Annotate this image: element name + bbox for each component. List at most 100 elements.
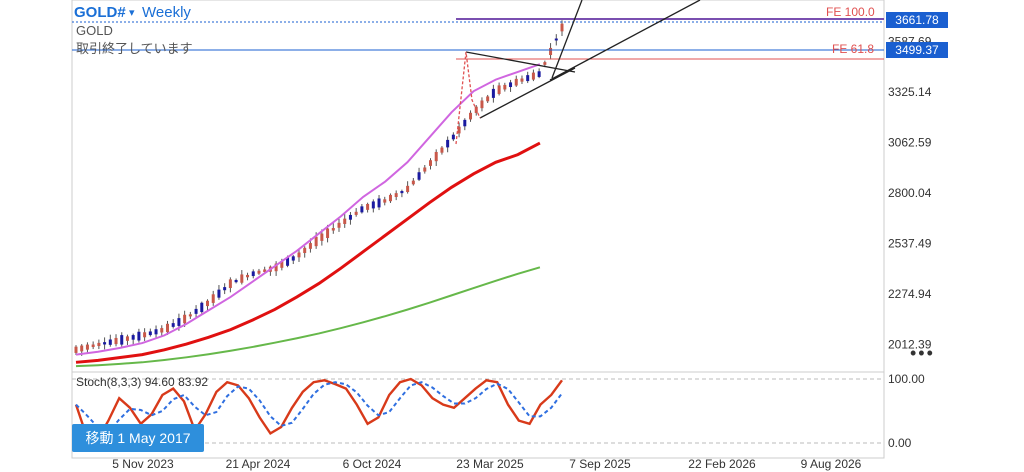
- chevron-down-icon[interactable]: ▾: [129, 7, 135, 19]
- candle-body: [80, 345, 84, 352]
- candle-body: [371, 201, 375, 209]
- candle-body: [297, 252, 301, 258]
- candle-body: [446, 139, 450, 148]
- y-tick-label: 3325.14: [888, 85, 932, 99]
- candle-body: [463, 119, 467, 127]
- candle-body: [291, 256, 295, 261]
- candle-body: [320, 233, 324, 241]
- candle-body: [434, 151, 438, 162]
- candle-body: [154, 329, 158, 335]
- current-price-tag: 3661.78: [886, 12, 948, 28]
- x-tick-label: 23 Mar 2025: [456, 457, 524, 471]
- candle-body: [400, 191, 404, 194]
- stoch-k-line: [74, 377, 563, 442]
- candle-body: [223, 287, 227, 291]
- x-tick-label: 9 Aug 2026: [801, 457, 862, 471]
- y-tick-label: 2537.49: [888, 237, 932, 251]
- candle-body: [388, 194, 392, 202]
- candle-body: [520, 78, 524, 82]
- candle-body: [537, 71, 541, 77]
- x-tick-label: 5 Nov 2023: [112, 457, 174, 471]
- stoch-label: Stoch(8,3,3) 94.60 83.92: [76, 375, 209, 389]
- fe-projection-path: [455, 51, 481, 145]
- candle-body: [314, 236, 318, 247]
- candle-body: [428, 160, 432, 166]
- timeframe-label[interactable]: Weekly: [142, 4, 191, 21]
- candle-body: [251, 271, 255, 277]
- candle-body: [137, 331, 141, 341]
- candle-body: [440, 147, 444, 153]
- candle-body: [183, 314, 187, 324]
- candle-body: [85, 344, 89, 350]
- candle-body: [480, 100, 484, 109]
- candle-body: [165, 323, 169, 333]
- candle-body: [91, 344, 95, 348]
- candle-body: [394, 193, 398, 197]
- candle-body: [114, 337, 118, 345]
- candle-body: [206, 300, 210, 307]
- candle-body: [531, 72, 535, 80]
- candle-body: [263, 269, 267, 273]
- candle-body: [486, 96, 490, 102]
- candle-body: [503, 84, 507, 90]
- candle-body: [331, 228, 335, 231]
- candle-body: [423, 167, 427, 172]
- candle-body: [171, 323, 175, 327]
- candle-body: [143, 332, 147, 338]
- candle-body: [211, 294, 215, 303]
- trend-line-upper: [465, 51, 576, 73]
- candle-body: [148, 331, 152, 336]
- stoch-tick-label: 0.00: [888, 436, 912, 450]
- candle-body: [280, 260, 284, 268]
- candle-body: [125, 336, 129, 341]
- trend-line-fan-2: [551, 0, 583, 79]
- candle-body: [103, 342, 107, 345]
- candle-body: [200, 302, 204, 313]
- candle-body: [377, 198, 381, 208]
- y-tick-label: 2274.94: [888, 287, 932, 301]
- candle-body: [383, 199, 387, 203]
- candle-body: [509, 82, 513, 88]
- candle-body: [526, 75, 530, 82]
- candle-body: [343, 218, 347, 224]
- candle-body: [497, 85, 501, 94]
- goto-date-button[interactable]: 移動 1 May 2017: [72, 424, 204, 452]
- candle-body: [491, 88, 495, 98]
- candle-body: [326, 228, 330, 239]
- candle-body: [234, 279, 238, 283]
- candle-body: [549, 47, 553, 56]
- candle-body: [228, 279, 232, 288]
- candle-body: [560, 23, 564, 32]
- candle-body: [188, 314, 192, 317]
- fe-price-tag: 3499.37: [886, 42, 948, 58]
- ma-mid-line: [75, 141, 541, 364]
- candle-body: [286, 257, 290, 266]
- candle-body: [160, 328, 164, 333]
- candle-body: [120, 335, 124, 345]
- x-tick-label: 22 Feb 2026: [688, 457, 756, 471]
- stoch-tick-label: 100.00: [888, 372, 925, 386]
- more-icon[interactable]: •••: [910, 343, 935, 363]
- plot-frame: [71, 0, 885, 459]
- trend-line-lower: [479, 67, 576, 119]
- candle-body: [303, 247, 307, 254]
- y-tick-label: 3062.59: [888, 136, 932, 150]
- candle-body: [411, 180, 415, 185]
- candle-body: [543, 62, 547, 65]
- x-tick-label: 21 Apr 2024: [226, 457, 291, 471]
- candle-body: [74, 346, 78, 353]
- candle-body: [97, 342, 101, 347]
- candle-body: [131, 335, 135, 340]
- candle-body: [469, 112, 473, 120]
- candle-body: [337, 222, 341, 228]
- candle-body: [554, 38, 558, 41]
- candle-body: [514, 78, 518, 86]
- instrument-name: GOLD: [76, 23, 113, 38]
- y-tick-label: 2800.04: [888, 186, 932, 200]
- candle-body: [451, 134, 455, 140]
- trend-line-fan-1: [549, 0, 701, 81]
- candle-body: [108, 339, 112, 345]
- symbol-label[interactable]: GOLD#: [74, 4, 126, 21]
- candle-body: [217, 289, 221, 298]
